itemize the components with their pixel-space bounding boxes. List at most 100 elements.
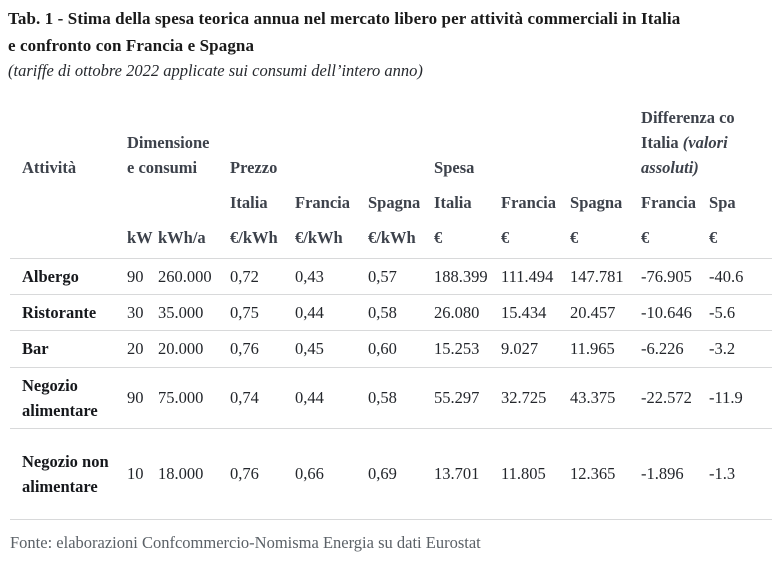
row-label: Negozio non alimentare <box>10 427 127 520</box>
col-group-spesa: Spesa <box>434 158 475 177</box>
cell-differenza-francia: -1.896 <box>641 427 710 520</box>
source-note: Fonte: elaborazioni Confcommercio-Nomism… <box>10 533 481 552</box>
cell-differenza-spagna: -40.6 <box>709 257 772 294</box>
table-row-ristorante: Ristorante 30 35.000 0,75 0,44 0,58 26.0… <box>10 293 772 330</box>
cell-spesa-italia: 15.253 <box>434 329 502 367</box>
cell-prezzo-spagna: 0,58 <box>368 366 435 428</box>
table-row-negozio-non-alimentare: Negozio non alimentare 10 18.000 0,76 0,… <box>10 427 772 520</box>
cell-kw: 30 <box>127 293 158 330</box>
unit-eur-kwh: €/kWh <box>230 227 278 247</box>
header-spesa-spagna: Spagna <box>570 193 623 212</box>
differenza-line3: assoluti) <box>641 158 699 177</box>
cell-kwh-a: 260.000 <box>158 257 230 294</box>
row-label: Negozio alimentare <box>10 366 127 428</box>
cell-differenza-francia: -6.226 <box>641 329 710 367</box>
cell-differenza-spagna: -5.6 <box>709 293 772 330</box>
cell-spesa-spagna: 11.965 <box>570 329 642 367</box>
cell-differenza-francia: -10.646 <box>641 293 710 330</box>
cell-kw: 20 <box>127 329 158 367</box>
units-header-row: kW kWh/a €/kWh €/kWh €/kWh € € € € € <box>10 222 772 258</box>
cell-kw: 90 <box>127 257 158 294</box>
cell-prezzo-italia: 0,76 <box>230 329 295 367</box>
country-header-row: Italia Francia Spagna Italia Francia Spa… <box>10 186 772 222</box>
cell-prezzo-francia: 0,43 <box>295 257 368 294</box>
cell-spesa-italia: 13.701 <box>434 427 502 520</box>
header-spesa-italia: Italia <box>434 193 472 212</box>
unit-eur: € <box>434 227 443 247</box>
cell-spesa-francia: 9.027 <box>501 329 571 367</box>
cell-differenza-francia: -76.905 <box>641 257 710 294</box>
dimensione-line1: Dimensione <box>127 133 210 152</box>
cell-spesa-italia: 26.080 <box>434 293 502 330</box>
cell-kwh-a: 35.000 <box>158 293 230 330</box>
header-prezzo-italia: Italia <box>230 193 268 212</box>
unit-kw: kW <box>127 227 153 247</box>
row-label: Albergo <box>10 257 127 294</box>
cell-prezzo-italia: 0,76 <box>230 427 295 520</box>
differenza-line1: Differenza co <box>641 108 735 127</box>
table-title-line2: e confronto con Francia e Spagna <box>8 36 255 55</box>
empty-header-cell <box>10 222 127 258</box>
unit-eur-kwh: €/kWh <box>368 227 416 247</box>
table-row-negozio-alimentare: Negozio alimentare 90 75.000 0,74 0,44 0… <box>10 366 772 428</box>
header-spesa-francia: Francia <box>501 193 557 212</box>
cell-kw: 10 <box>127 427 158 520</box>
cell-prezzo-italia: 0,74 <box>230 366 295 428</box>
empty-header-cell <box>10 186 127 222</box>
cell-prezzo-francia: 0,44 <box>295 366 368 428</box>
cell-differenza-spagna: -1.3 <box>709 427 772 520</box>
unit-eur: € <box>641 227 650 247</box>
data-table-container: Attività Dimensione e consumi Prezzo Spe… <box>10 96 772 520</box>
cell-spesa-francia: 32.725 <box>501 366 571 428</box>
unit-kwh-a: kWh/a <box>158 227 206 247</box>
table-row-bar: Bar 20 20.000 0,76 0,45 0,60 15.253 9.02… <box>10 329 772 367</box>
cell-prezzo-spagna: 0,69 <box>368 427 435 520</box>
unit-eur: € <box>501 227 510 247</box>
cell-kw: 90 <box>127 366 158 428</box>
cell-prezzo-spagna: 0,60 <box>368 329 435 367</box>
cell-spesa-italia: 55.297 <box>434 366 502 428</box>
table-row-albergo: Albergo 90 260.000 0,72 0,43 0,57 188.39… <box>10 257 772 294</box>
cell-spesa-spagna: 20.457 <box>570 293 642 330</box>
cell-prezzo-italia: 0,72 <box>230 257 295 294</box>
cell-spesa-spagna: 43.375 <box>570 366 642 428</box>
header-differenza-francia: Francia <box>641 193 697 212</box>
header-differenza-spagna: Spa <box>709 193 736 212</box>
differenza-line2: Italia (valori <box>641 133 728 152</box>
row-label: Bar <box>10 329 127 367</box>
cell-differenza-spagna: -3.2 <box>709 329 772 367</box>
cell-spesa-spagna: 12.365 <box>570 427 642 520</box>
cell-prezzo-francia: 0,45 <box>295 329 368 367</box>
cell-prezzo-francia: 0,66 <box>295 427 368 520</box>
empty-header-cell <box>158 186 230 222</box>
empty-header-cell <box>127 186 158 222</box>
cell-kwh-a: 20.000 <box>158 329 230 367</box>
cell-spesa-francia: 11.805 <box>501 427 571 520</box>
header-prezzo-francia: Francia <box>295 193 350 212</box>
cell-differenza-spagna: -11.9 <box>709 366 772 428</box>
table-header: Attività Dimensione e consumi Prezzo Spe… <box>10 96 772 258</box>
cell-spesa-spagna: 147.781 <box>570 257 642 294</box>
cell-kwh-a: 18.000 <box>158 427 230 520</box>
cell-prezzo-italia: 0,75 <box>230 293 295 330</box>
row-label: Ristorante <box>10 293 127 330</box>
unit-eur: € <box>570 227 579 247</box>
cell-spesa-francia: 15.434 <box>501 293 571 330</box>
cell-kwh-a: 75.000 <box>158 366 230 428</box>
dimensione-line2: e consumi <box>127 158 198 177</box>
cell-spesa-francia: 111.494 <box>501 257 571 294</box>
header-prezzo-spagna: Spagna <box>368 193 421 212</box>
table-subtitle: (tariffe di ottobre 2022 applicate sui c… <box>8 61 423 80</box>
col-group-differenza-con-italia: Differenza co Italia (valori assoluti) <box>641 96 772 186</box>
col-group-attivita: Attività <box>22 158 77 177</box>
cell-prezzo-spagna: 0,58 <box>368 293 435 330</box>
data-table: Attività Dimensione e consumi Prezzo Spe… <box>10 96 772 520</box>
cell-prezzo-francia: 0,44 <box>295 293 368 330</box>
cell-differenza-francia: -22.572 <box>641 366 710 428</box>
table-title: Tab. 1 - Stima della spesa teorica annua… <box>8 5 768 59</box>
col-group-dimensione-consumi: Dimensione e consumi <box>127 96 230 186</box>
cell-spesa-italia: 188.399 <box>434 257 502 294</box>
unit-eur-kwh: €/kWh <box>295 227 343 247</box>
unit-eur: € <box>709 227 718 247</box>
group-header-row: Attività Dimensione e consumi Prezzo Spe… <box>10 96 772 186</box>
